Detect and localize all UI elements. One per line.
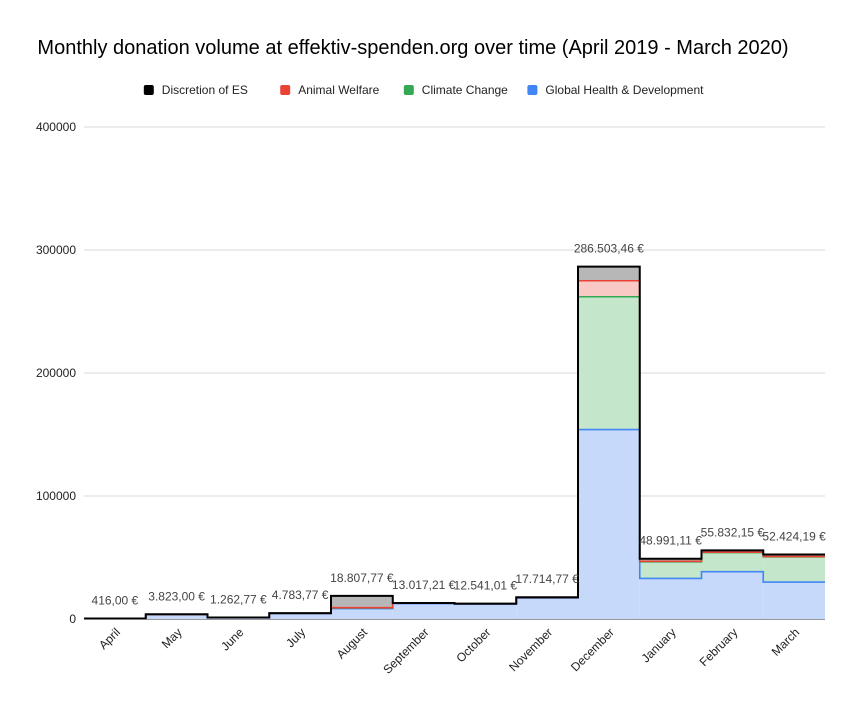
animal-welfare-step <box>578 280 640 297</box>
legend-label: Discretion of ES <box>162 83 248 97</box>
data-label-may: 3.823,00 € <box>148 589 205 603</box>
y-axis-ticks: 0 100000 200000 300000 400000 <box>36 120 76 626</box>
data-labels: 416,00 € 3.823,00 € 1.262,77 € 4.783,77 €18… <box>92 242 827 608</box>
y-tick-label: 200000 <box>36 366 76 380</box>
legend-item-climate-change: Climate Change <box>403 83 508 97</box>
global-health-and-development-step <box>578 429 640 619</box>
global-health-and-development-step <box>639 578 702 619</box>
y-tick-label: 300000 <box>36 243 76 257</box>
data-label-april: 416,00 € <box>92 593 139 607</box>
x-tick-may: May <box>159 625 185 651</box>
x-tick-december: December <box>568 625 617 674</box>
data-label-july: 4.783,77 € <box>272 588 329 602</box>
global-health-and-development-step <box>763 582 825 619</box>
discretion-of-es-step <box>639 558 702 562</box>
global-health-and-development-step <box>454 604 517 619</box>
data-label-march: 52.424,19 € <box>762 530 826 544</box>
global-health-and-development-step <box>331 608 393 619</box>
x-tick-august: August <box>334 625 371 662</box>
chart-title: Monthly donation volume at effektiv-spen… <box>37 37 788 59</box>
y-tick-label: 0 <box>69 612 76 626</box>
x-tick-july: July <box>283 625 308 650</box>
climate-change-step <box>763 556 825 583</box>
data-label-september: 13.017,21 € <box>392 578 456 592</box>
gridlines <box>84 126 825 620</box>
y-tick-label: 400000 <box>36 120 76 134</box>
global-health-and-development-step <box>269 613 331 619</box>
x-tick-november: November <box>506 625 555 674</box>
legend-swatch <box>143 85 154 95</box>
discretion-of-es-step <box>578 266 640 281</box>
legend-swatch <box>527 85 538 95</box>
x-tick-september: September <box>380 625 431 676</box>
legend-label: Climate Change <box>422 83 508 97</box>
discretion-of-es-step <box>331 595 393 608</box>
x-tick-april: April <box>96 625 123 652</box>
climate-change-step <box>639 561 702 579</box>
data-label-august: 18.807,77 € <box>330 571 394 585</box>
global-health-and-development-step <box>516 598 578 619</box>
x-tick-october: October <box>453 625 493 665</box>
x-tick-february: February <box>697 625 741 669</box>
discretion-of-es-line <box>84 265 825 620</box>
legend-swatch <box>403 85 414 95</box>
legend-item-discretion-of-es: Discretion of ES <box>143 83 248 97</box>
climate-change-step <box>701 552 764 572</box>
global-health-and-development-step <box>145 614 208 619</box>
data-label-october: 12.541,01 € <box>454 579 518 593</box>
data-label-january: 48.991,11 € <box>639 534 702 548</box>
global-health-and-development-step <box>701 571 764 619</box>
legend-item-animal-welfare: Animal Welfare <box>280 83 380 97</box>
x-tick-march: March <box>769 625 802 658</box>
data-label-december: 286.503,46 € <box>574 242 644 256</box>
data-label-november: 17.714,77 € <box>515 572 579 586</box>
legend-label: Animal Welfare <box>298 83 379 97</box>
data-label-june: 1.262,77 € <box>210 592 267 606</box>
global-health-and-development-step <box>392 603 455 619</box>
x-tick-january: January <box>639 625 679 665</box>
climate-change-step <box>578 296 640 430</box>
legend: Discretion of ES Animal Welfare Climate Ch… <box>143 83 704 97</box>
x-axis-ticks: April May June July August September October No… <box>96 625 802 677</box>
x-tick-june: June <box>218 625 247 654</box>
legend-swatch <box>280 85 291 95</box>
series-lines <box>84 265 825 620</box>
y-tick-label: 100000 <box>36 489 76 503</box>
series-areas <box>84 266 825 619</box>
data-label-february: 55.832,15 € <box>701 525 765 539</box>
legend-item-global-health-and-development: Global Health & Development <box>527 83 704 97</box>
legend-label: Global Health & Development <box>545 83 704 97</box>
